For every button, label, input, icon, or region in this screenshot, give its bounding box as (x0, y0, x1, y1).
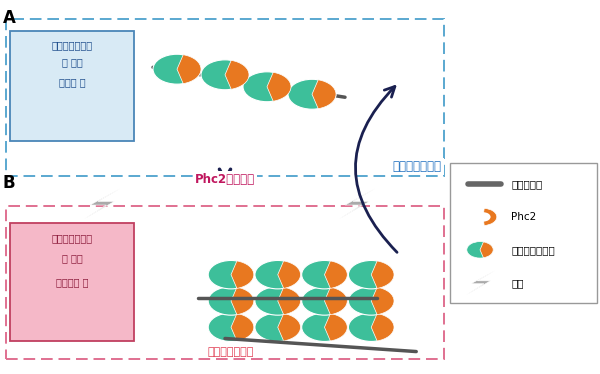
Text: ポリコム構造体: ポリコム構造体 (208, 347, 254, 356)
Polygon shape (340, 189, 374, 219)
Wedge shape (231, 313, 254, 341)
Wedge shape (231, 261, 254, 288)
Wedge shape (480, 242, 493, 258)
Wedge shape (371, 313, 394, 341)
Circle shape (208, 287, 254, 315)
FancyBboxPatch shape (450, 163, 597, 303)
Wedge shape (371, 261, 394, 288)
Circle shape (201, 60, 249, 90)
Text: B: B (3, 174, 16, 192)
Circle shape (302, 260, 347, 289)
Text: Phc2自己重合: Phc2自己重合 (195, 173, 255, 186)
Circle shape (349, 260, 394, 289)
Text: Phc2: Phc2 (511, 212, 536, 222)
Circle shape (255, 260, 301, 289)
Wedge shape (325, 261, 347, 288)
Circle shape (349, 313, 394, 341)
Circle shape (467, 242, 493, 258)
Wedge shape (312, 80, 336, 109)
FancyBboxPatch shape (10, 223, 134, 341)
Text: ポリコム複合体: ポリコム複合体 (511, 245, 555, 255)
FancyBboxPatch shape (10, 31, 134, 141)
Circle shape (475, 212, 491, 222)
Wedge shape (278, 287, 301, 315)
Circle shape (349, 287, 394, 315)
Text: クロマチン状態: クロマチン状態 (52, 40, 92, 50)
Text: 重合解除（？）: 重合解除（？） (392, 160, 442, 173)
Wedge shape (278, 261, 301, 288)
Wedge shape (325, 287, 347, 315)
Polygon shape (467, 271, 495, 295)
Polygon shape (85, 189, 120, 219)
Text: （ 緊和: （ 緊和 (62, 57, 82, 67)
Circle shape (208, 313, 254, 341)
Circle shape (208, 260, 254, 289)
Text: 刺激: 刺激 (511, 278, 524, 288)
Wedge shape (371, 287, 394, 315)
Circle shape (153, 54, 201, 84)
Wedge shape (225, 60, 249, 89)
Text: A: A (3, 9, 16, 27)
Text: 不活性的 ）: 不活性的 ） (56, 278, 88, 287)
Text: （ 凝集: （ 凝集 (62, 253, 82, 263)
Text: クロマチン: クロマチン (511, 179, 542, 189)
Wedge shape (231, 287, 254, 315)
Wedge shape (483, 208, 497, 226)
Text: 活性的 ）: 活性的 ） (59, 77, 85, 87)
Circle shape (288, 79, 336, 109)
Wedge shape (278, 313, 301, 341)
Circle shape (255, 287, 301, 315)
Circle shape (302, 287, 347, 315)
Wedge shape (267, 72, 291, 101)
Circle shape (243, 72, 291, 102)
Text: クロマチン状態: クロマチン状態 (52, 233, 92, 243)
Circle shape (255, 313, 301, 341)
Wedge shape (325, 313, 347, 341)
Circle shape (302, 313, 347, 341)
Wedge shape (177, 55, 201, 84)
